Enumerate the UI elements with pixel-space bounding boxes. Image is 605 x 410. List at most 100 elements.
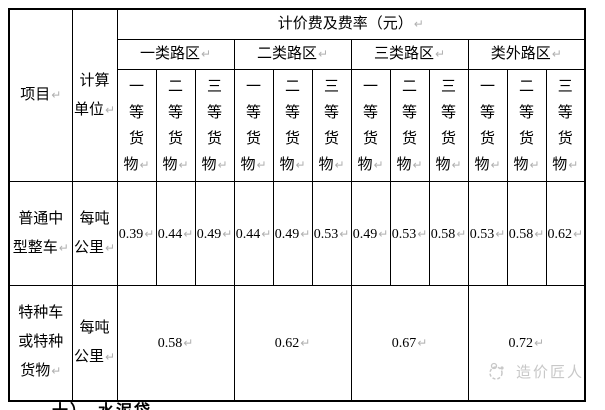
grade-header-label: 二 等 货 物	[279, 78, 300, 173]
rate-cell: 0.58↵	[506, 181, 547, 286]
paragraph-mark-icon: ↵	[104, 240, 116, 255]
zone-header-label: 三类路区	[373, 46, 434, 62]
paragraph-mark-icon: ↵	[217, 157, 228, 172]
grade-header-cell: 二 等 货 物↵	[155, 69, 196, 182]
paragraph-mark-icon: ↵	[222, 226, 233, 241]
paragraph-mark-icon: ↵	[417, 335, 428, 350]
rate-cell: 0.58↵	[428, 181, 469, 286]
grade-header-cell: 一 等 货 物↵	[233, 69, 274, 182]
rate-value: 0.58	[157, 335, 183, 351]
rate-cell: 0.53↵	[389, 181, 430, 286]
zone-header-label: 二类路区	[256, 46, 317, 62]
paragraph-mark-icon: ↵	[256, 157, 267, 172]
paragraph-mark-icon: ↵	[412, 157, 423, 172]
watermark-text: 造价匠人	[516, 364, 585, 381]
paragraph-mark-icon: ↵	[178, 157, 189, 172]
paragraph-mark-icon: ↵	[572, 226, 584, 241]
zone-header-cell: 类外路区↵	[467, 39, 586, 70]
rate-value: 0.44	[157, 226, 183, 242]
rate-cell: 0.62↵	[545, 181, 586, 286]
grade-header-cell: 三 等 货 物↵	[311, 69, 352, 182]
rate-value: 0.39	[118, 226, 144, 242]
paragraph-mark-icon: ↵	[183, 226, 194, 241]
grade-header-label: 二 等 货 物	[162, 78, 183, 173]
paragraph-mark-icon: ↵	[51, 88, 62, 102]
table-row: 普通中 型整车↵ 每吨 公里↵ 0.39↵ 0.44↵ 0.49↵ 0.44↵ …	[8, 181, 586, 286]
clipped-footer-text: 十）、水泥袋	[52, 397, 152, 410]
paragraph-mark-icon: ↵	[139, 157, 150, 172]
rate-cell: 0.58↵	[116, 285, 235, 401]
watermark: 造价匠人	[488, 360, 584, 382]
rate-value: 0.49	[352, 226, 378, 242]
rate-value: 0.72	[508, 335, 533, 351]
row-unit-label: 每吨 公里	[73, 319, 110, 365]
freight-price-table: 项目↵ 计算 单位↵ 计价费及费率（元）↵ 一类路区↵ 二类路区↵ 三类路区↵ …	[8, 8, 586, 402]
grade-header-label: 二 等 货 物	[396, 78, 417, 173]
paragraph-mark-icon: ↵	[334, 157, 345, 172]
watermark-logo-icon	[489, 362, 504, 380]
item-header-cell: 项目↵	[8, 8, 73, 182]
paragraph-mark-icon: ↵	[339, 226, 350, 241]
grade-header-label: 三 等 货 物	[552, 78, 573, 173]
grade-header-cell: 一 等 货 物↵	[350, 69, 391, 182]
paragraph-mark-icon: ↵	[317, 47, 329, 61]
unit-header-cell: 计算 单位↵	[71, 8, 118, 182]
grade-header-cell: 三 等 货 物↵	[194, 69, 235, 182]
grade-header-label: 一 等 货 物	[357, 78, 378, 173]
row-unit-cell: 每吨 公里↵	[71, 181, 118, 286]
rate-cell: 0.53↵	[311, 181, 352, 286]
rate-cell: 0.62↵	[233, 285, 352, 401]
grade-header-label: 三 等 货 物	[201, 78, 222, 173]
rate-value: 0.49	[196, 226, 222, 242]
paragraph-mark-icon: ↵	[200, 47, 212, 61]
grade-header-label: 三 等 货 物	[435, 78, 456, 173]
rate-value: 0.58	[430, 226, 456, 242]
row-item-cell: 特种车 或特种 货物↵	[8, 285, 73, 401]
rate-value: 0.58	[508, 226, 534, 242]
paragraph-mark-icon: ↵	[295, 157, 306, 172]
row-unit-cell: 每吨 公里↵	[71, 285, 118, 401]
grade-header-cell: 二 等 货 物↵	[506, 69, 547, 182]
paragraph-mark-icon: ↵	[373, 157, 384, 172]
paragraph-mark-icon: ↵	[300, 335, 311, 350]
main-header-label: 计价费及费率（元）	[277, 16, 413, 32]
paragraph-mark-icon: ↵	[261, 226, 272, 241]
grade-header-label: 二 等 货 物	[513, 78, 534, 173]
table-row: 特种车 或特种 货物↵ 每吨 公里↵ 0.58↵ 0.62↵ 0.67↵ 0.7…	[8, 285, 586, 401]
paragraph-mark-icon: ↵	[104, 349, 116, 364]
row-unit-label: 每吨 公里	[73, 210, 110, 256]
paragraph-mark-icon: ↵	[451, 157, 462, 172]
rate-cell: 0.44↵	[155, 181, 196, 286]
grade-header-cell: 一 等 货 物↵	[467, 69, 508, 182]
grade-header-label: 一 等 货 物	[474, 78, 495, 173]
rate-cell: 0.49↵	[194, 181, 235, 286]
grade-header-cell: 三 等 货 物↵	[545, 69, 586, 182]
grade-header-cell: 一 等 货 物↵	[116, 69, 157, 182]
rate-value: 0.44	[235, 226, 261, 242]
grade-header-label: 一 等 货 物	[240, 78, 261, 173]
paragraph-mark-icon: ↵	[495, 226, 506, 241]
paragraph-mark-icon: ↵	[417, 226, 428, 241]
paragraph-mark-icon: ↵	[456, 226, 467, 241]
paragraph-mark-icon: ↵	[300, 226, 311, 241]
zone-header-cell: 三类路区↵	[350, 39, 469, 70]
grade-header-label: 三 等 货 物	[318, 78, 339, 173]
unit-header-label: 计算 单位	[73, 72, 110, 118]
rate-cell: 0.49↵	[350, 181, 391, 286]
paragraph-mark-icon: ↵	[378, 226, 389, 241]
rate-cell: 0.53↵	[467, 181, 508, 286]
row-item-cell: 普通中 型整车↵	[8, 181, 73, 286]
paragraph-mark-icon: ↵	[58, 240, 69, 255]
paragraph-mark-icon: ↵	[51, 364, 62, 379]
grade-header-label: 一 等 货 物	[123, 78, 144, 173]
paragraph-mark-icon: ↵	[490, 157, 501, 172]
paragraph-mark-icon: ↵	[144, 226, 155, 241]
grade-header-cell: 三 等 货 物↵	[428, 69, 469, 182]
paragraph-mark-icon: ↵	[183, 335, 194, 350]
paragraph-mark-icon: ↵	[568, 157, 579, 172]
rate-value: 0.53	[469, 226, 495, 242]
zone-header-cell: 二类路区↵	[233, 39, 352, 70]
rate-value: 0.62	[547, 226, 572, 242]
grade-header-cell: 二 等 货 物↵	[272, 69, 313, 182]
